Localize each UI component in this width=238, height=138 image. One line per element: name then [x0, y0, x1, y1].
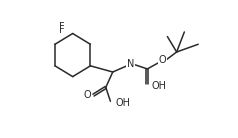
Text: F: F	[59, 22, 64, 32]
Text: OH: OH	[151, 81, 166, 91]
Text: O: O	[84, 90, 91, 100]
Text: N: N	[127, 59, 134, 69]
Text: F: F	[59, 25, 64, 35]
Text: O: O	[159, 55, 167, 65]
Text: OH: OH	[115, 98, 130, 108]
